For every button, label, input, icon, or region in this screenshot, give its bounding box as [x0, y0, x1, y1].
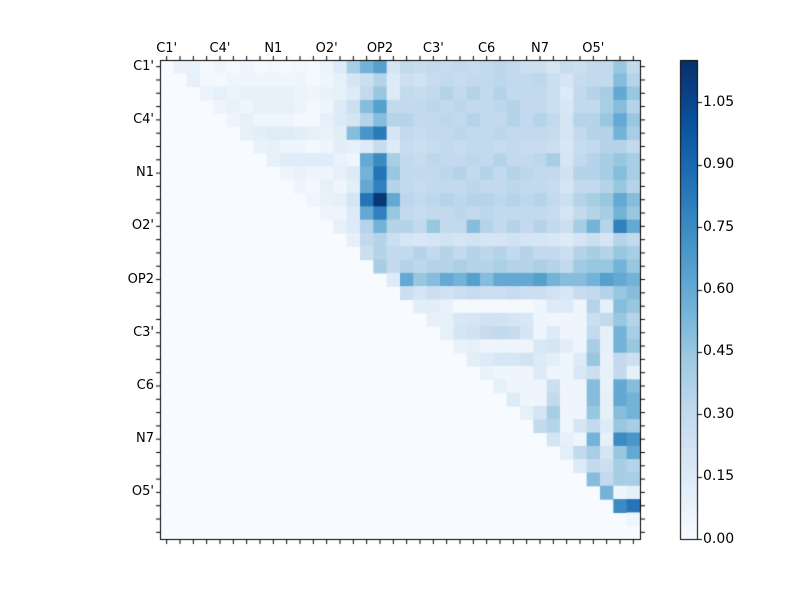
y-tick-label: OP2 [127, 271, 154, 287]
colorbar-tick-label: 0.00 [703, 530, 735, 547]
colorbar-tick-label: 1.05 [703, 93, 735, 110]
y-tick-label: C6 [136, 377, 154, 393]
y-tick-label: N1 [136, 165, 154, 181]
x-tick-label: O2' [315, 41, 338, 56]
colorbar-tick-label: 0.75 [703, 218, 735, 235]
x-tick-label: N1 [264, 41, 283, 56]
x-tick-label: O5' [582, 41, 605, 56]
colorbar-tick-label: 0.60 [703, 281, 735, 298]
colorbar-tick-label: 0.15 [703, 468, 735, 485]
y-tick-label: O5' [131, 484, 154, 500]
y-tick-label: C4' [133, 111, 154, 127]
x-tick-label: C6 [477, 41, 496, 56]
x-tick-label: C3' [422, 41, 444, 56]
colorbar-tick-label: 0.45 [703, 343, 735, 360]
y-tick-label: C1' [133, 58, 154, 74]
y-tick-label: C3' [133, 324, 154, 340]
y-tick-label: O2' [131, 218, 154, 234]
x-tick-label: OP2 [366, 41, 394, 56]
y-tick-label: N7 [136, 431, 154, 447]
x-tick-label: C4' [209, 41, 231, 56]
colorbar-tick-label: 0.30 [703, 405, 735, 422]
colorbar-tick-label: 0.90 [703, 156, 735, 173]
x-tick-label: C1' [156, 41, 178, 56]
x-tick-label: N7 [531, 41, 549, 56]
